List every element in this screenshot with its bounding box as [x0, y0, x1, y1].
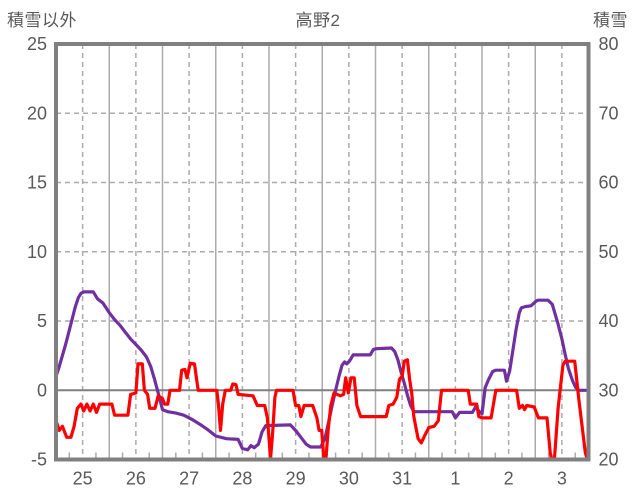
left-axis-title: 積雪以外 — [7, 11, 77, 30]
right-axis-tick-label: 80 — [599, 34, 619, 54]
x-axis-tick-label: 1 — [450, 469, 460, 489]
x-axis-tick-label: 31 — [392, 469, 412, 489]
left-axis-tick-label: 0 — [37, 380, 47, 400]
x-axis-tick-label: 26 — [126, 469, 146, 489]
x-axis-tick-label: 3 — [557, 469, 567, 489]
left-axis-tick-label: 15 — [27, 173, 47, 193]
left-axis-tick-label: 20 — [27, 103, 47, 123]
right-axis-tick-label: 20 — [599, 450, 619, 470]
left-axis-tick-label: -5 — [31, 450, 47, 470]
x-axis-tick-label: 29 — [286, 469, 306, 489]
x-axis-tick-label: 28 — [232, 469, 252, 489]
left-axis-tick-label: 5 — [37, 311, 47, 331]
left-axis-tick-label: 25 — [27, 34, 47, 54]
left-axis-tick-label: 10 — [27, 242, 47, 262]
x-axis-tick-label: 2 — [504, 469, 514, 489]
series-line-other — [54, 358, 590, 462]
plot-border — [54, 42, 591, 462]
right-axis-tick-label: 70 — [599, 103, 619, 123]
x-axis-tick-label: 30 — [339, 469, 359, 489]
right-axis-tick-label: 50 — [599, 242, 619, 262]
x-axis-tick-label: 27 — [179, 469, 199, 489]
right-axis-tick-label: 30 — [599, 380, 619, 400]
chart-title: 高野2 — [295, 11, 341, 30]
right-axis-tick-label: 60 — [599, 173, 619, 193]
x-axis-tick-label: 25 — [73, 469, 93, 489]
right-axis-tick-label: 40 — [599, 311, 619, 331]
right-axis-title: 積雪 — [593, 11, 628, 30]
